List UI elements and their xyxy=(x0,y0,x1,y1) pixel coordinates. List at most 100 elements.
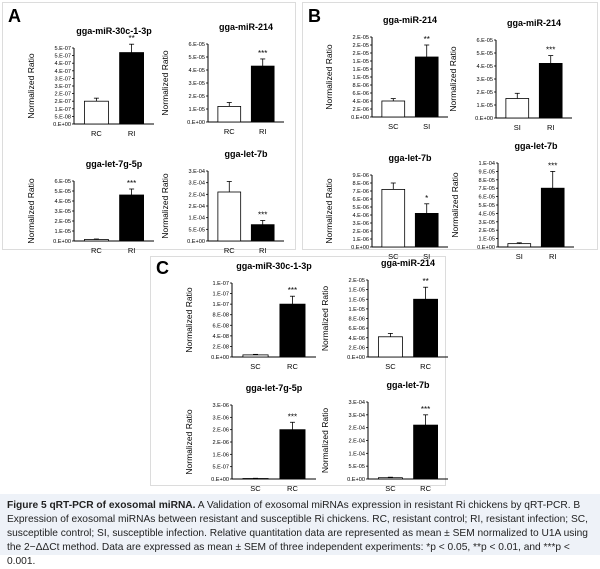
chart-6: gga-miR-214 Normalized Ratio 0.E+00 1.E-05 2… xyxy=(448,18,572,132)
y-tick-label: 2.E-04 xyxy=(189,192,205,198)
y-tick-label: 6.E-06 xyxy=(349,326,365,332)
x-category-label: RI xyxy=(128,246,136,255)
y-tick-label: 5.E-05 xyxy=(349,464,365,470)
y-axis-label: Normalized Ratio xyxy=(160,50,170,115)
y-tick-label: 0.E+00 xyxy=(351,245,369,251)
y-axis-label: Normalized Ratio xyxy=(324,44,334,109)
panel-c-frame xyxy=(150,256,446,486)
x-category-label: RC xyxy=(420,484,431,493)
bar-rc xyxy=(217,191,242,242)
y-tick-label: 1.E-06 xyxy=(213,452,229,458)
bar-rc xyxy=(217,106,242,123)
bar-ri xyxy=(540,187,565,248)
significance-marker: *** xyxy=(548,161,557,170)
x-category-label: SC xyxy=(385,484,396,493)
y-tick-label: 2.E-05 xyxy=(353,51,369,57)
significance-marker: *** xyxy=(127,179,136,188)
x-category-label: SC xyxy=(250,362,261,371)
bar-si xyxy=(507,243,532,248)
y-tick-label: 0.E+00 xyxy=(351,115,369,121)
bar-rc xyxy=(279,429,306,480)
bar-ri xyxy=(250,65,275,123)
y-tick-label: 8.E-05 xyxy=(479,178,495,184)
chart-9: gga-miR-30c-1-3p Normalized Ratio 0.E+00 2.… xyxy=(184,261,316,371)
x-category-label: SC xyxy=(388,122,399,131)
y-tick-label: 1.E-05 xyxy=(353,75,369,81)
y-tick-label: 2.E-05 xyxy=(349,278,365,284)
y-tick-label: 3.E-05 xyxy=(55,209,71,215)
y-axis-label: Normalized Ratio xyxy=(26,53,36,118)
bar-sc xyxy=(381,188,406,248)
y-tick-label: 4.E-08 xyxy=(213,334,229,340)
significance-marker: ** xyxy=(424,35,430,44)
y-tick-label: 8.E-08 xyxy=(213,313,229,319)
y-tick-label: 1.E-05 xyxy=(189,107,205,113)
y-tick-label: 1.E-07 xyxy=(213,292,229,298)
y-tick-label: 2.E-06 xyxy=(349,345,365,351)
x-category-label: RC xyxy=(420,362,431,371)
bar-si xyxy=(505,98,530,119)
chart-title: gga-let-7b xyxy=(386,380,430,390)
bar-si xyxy=(414,212,439,248)
y-tick-label: 4.E-06 xyxy=(353,213,369,219)
y-tick-label: 2.E-07 xyxy=(55,99,71,105)
y-axis-label: Normalized Ratio xyxy=(26,178,36,243)
panel-c-label: C xyxy=(156,258,169,278)
y-tick-label: 1.E-05 xyxy=(353,67,369,73)
y-tick-label: 1.E-06 xyxy=(353,237,369,243)
y-tick-label: 5.E-07 xyxy=(55,46,71,52)
y-tick-label: 6.E-05 xyxy=(477,38,493,44)
bar-ri xyxy=(119,52,144,125)
bar-rc xyxy=(279,303,306,358)
chart-title: gga-let-7b xyxy=(224,149,268,159)
y-tick-label: 1.E-04 xyxy=(479,161,495,167)
significance-marker: *** xyxy=(258,210,267,219)
bar-sc xyxy=(242,354,269,358)
y-tick-label: 1.E-07 xyxy=(213,281,229,287)
y-tick-label: 2.E-06 xyxy=(213,440,229,446)
y-tick-label: 1.E-05 xyxy=(477,103,493,109)
y-tick-label: 3.E-05 xyxy=(477,77,493,83)
significance-marker: *** xyxy=(421,405,430,414)
y-axis-label: Normalized Ratio xyxy=(320,408,330,473)
y-tick-label: 4.E-05 xyxy=(477,64,493,70)
y-tick-label: 2.E-08 xyxy=(213,344,229,350)
y-tick-label: 1.E-05 xyxy=(349,307,365,313)
charts-svg: gga-miR-30c-1-3p Normalized Ratio 0.E+00 5.… xyxy=(26,15,574,493)
x-category-label: SI xyxy=(423,122,430,131)
y-axis-label: Normalized Ratio xyxy=(324,178,334,243)
chart-4: gga-let-7b Normalized Ratio 0.E+00 5.E-05 1.… xyxy=(160,149,284,255)
y-tick-label: 0.E+00 xyxy=(187,239,205,245)
y-tick-label: 5.E-05 xyxy=(189,55,205,61)
significance-marker: ** xyxy=(128,34,134,43)
x-category-label: SC xyxy=(250,484,261,493)
x-category-label: RI xyxy=(547,123,555,132)
y-tick-label: 3.E-04 xyxy=(189,169,205,175)
x-category-label: RI xyxy=(259,127,267,136)
y-tick-label: 2.E-06 xyxy=(213,428,229,434)
y-tick-label: 1.E-04 xyxy=(189,216,205,222)
y-tick-label: 9.E-06 xyxy=(353,173,369,179)
bar-si xyxy=(414,56,439,118)
y-tick-label: 1.E-07 xyxy=(55,107,71,113)
chart-title: gga-miR-214 xyxy=(219,22,273,32)
y-tick-label: 3.E-04 xyxy=(349,413,365,419)
y-tick-label: 3.E-04 xyxy=(349,400,365,406)
panel-b-label: B xyxy=(308,6,321,26)
y-tick-label: 2.E-05 xyxy=(477,90,493,96)
chart-title: gga-miR-214 xyxy=(383,15,437,25)
y-tick-label: 2.E-06 xyxy=(353,229,369,235)
bar-ri xyxy=(119,194,144,242)
y-tick-label: 4.E-05 xyxy=(55,199,71,205)
significance-marker: *** xyxy=(546,46,555,55)
y-axis-label: Normalized Ratio xyxy=(450,172,460,237)
x-category-label: SC xyxy=(388,252,399,261)
y-tick-label: 0.E+00 xyxy=(347,355,365,361)
x-category-label: SI xyxy=(514,123,521,132)
y-tick-label: 8.E-06 xyxy=(353,83,369,89)
y-tick-label: 0.E+00 xyxy=(347,477,365,483)
chart-12: gga-let-7b Normalized Ratio 0.E+00 5.E-05 1.… xyxy=(320,380,448,493)
x-category-label: RC xyxy=(91,129,102,138)
y-tick-label: 4.E-07 xyxy=(55,69,71,75)
chart-7: gga-let-7b Normalized Ratio 0.E+00 1.E-06 2.… xyxy=(324,153,448,261)
